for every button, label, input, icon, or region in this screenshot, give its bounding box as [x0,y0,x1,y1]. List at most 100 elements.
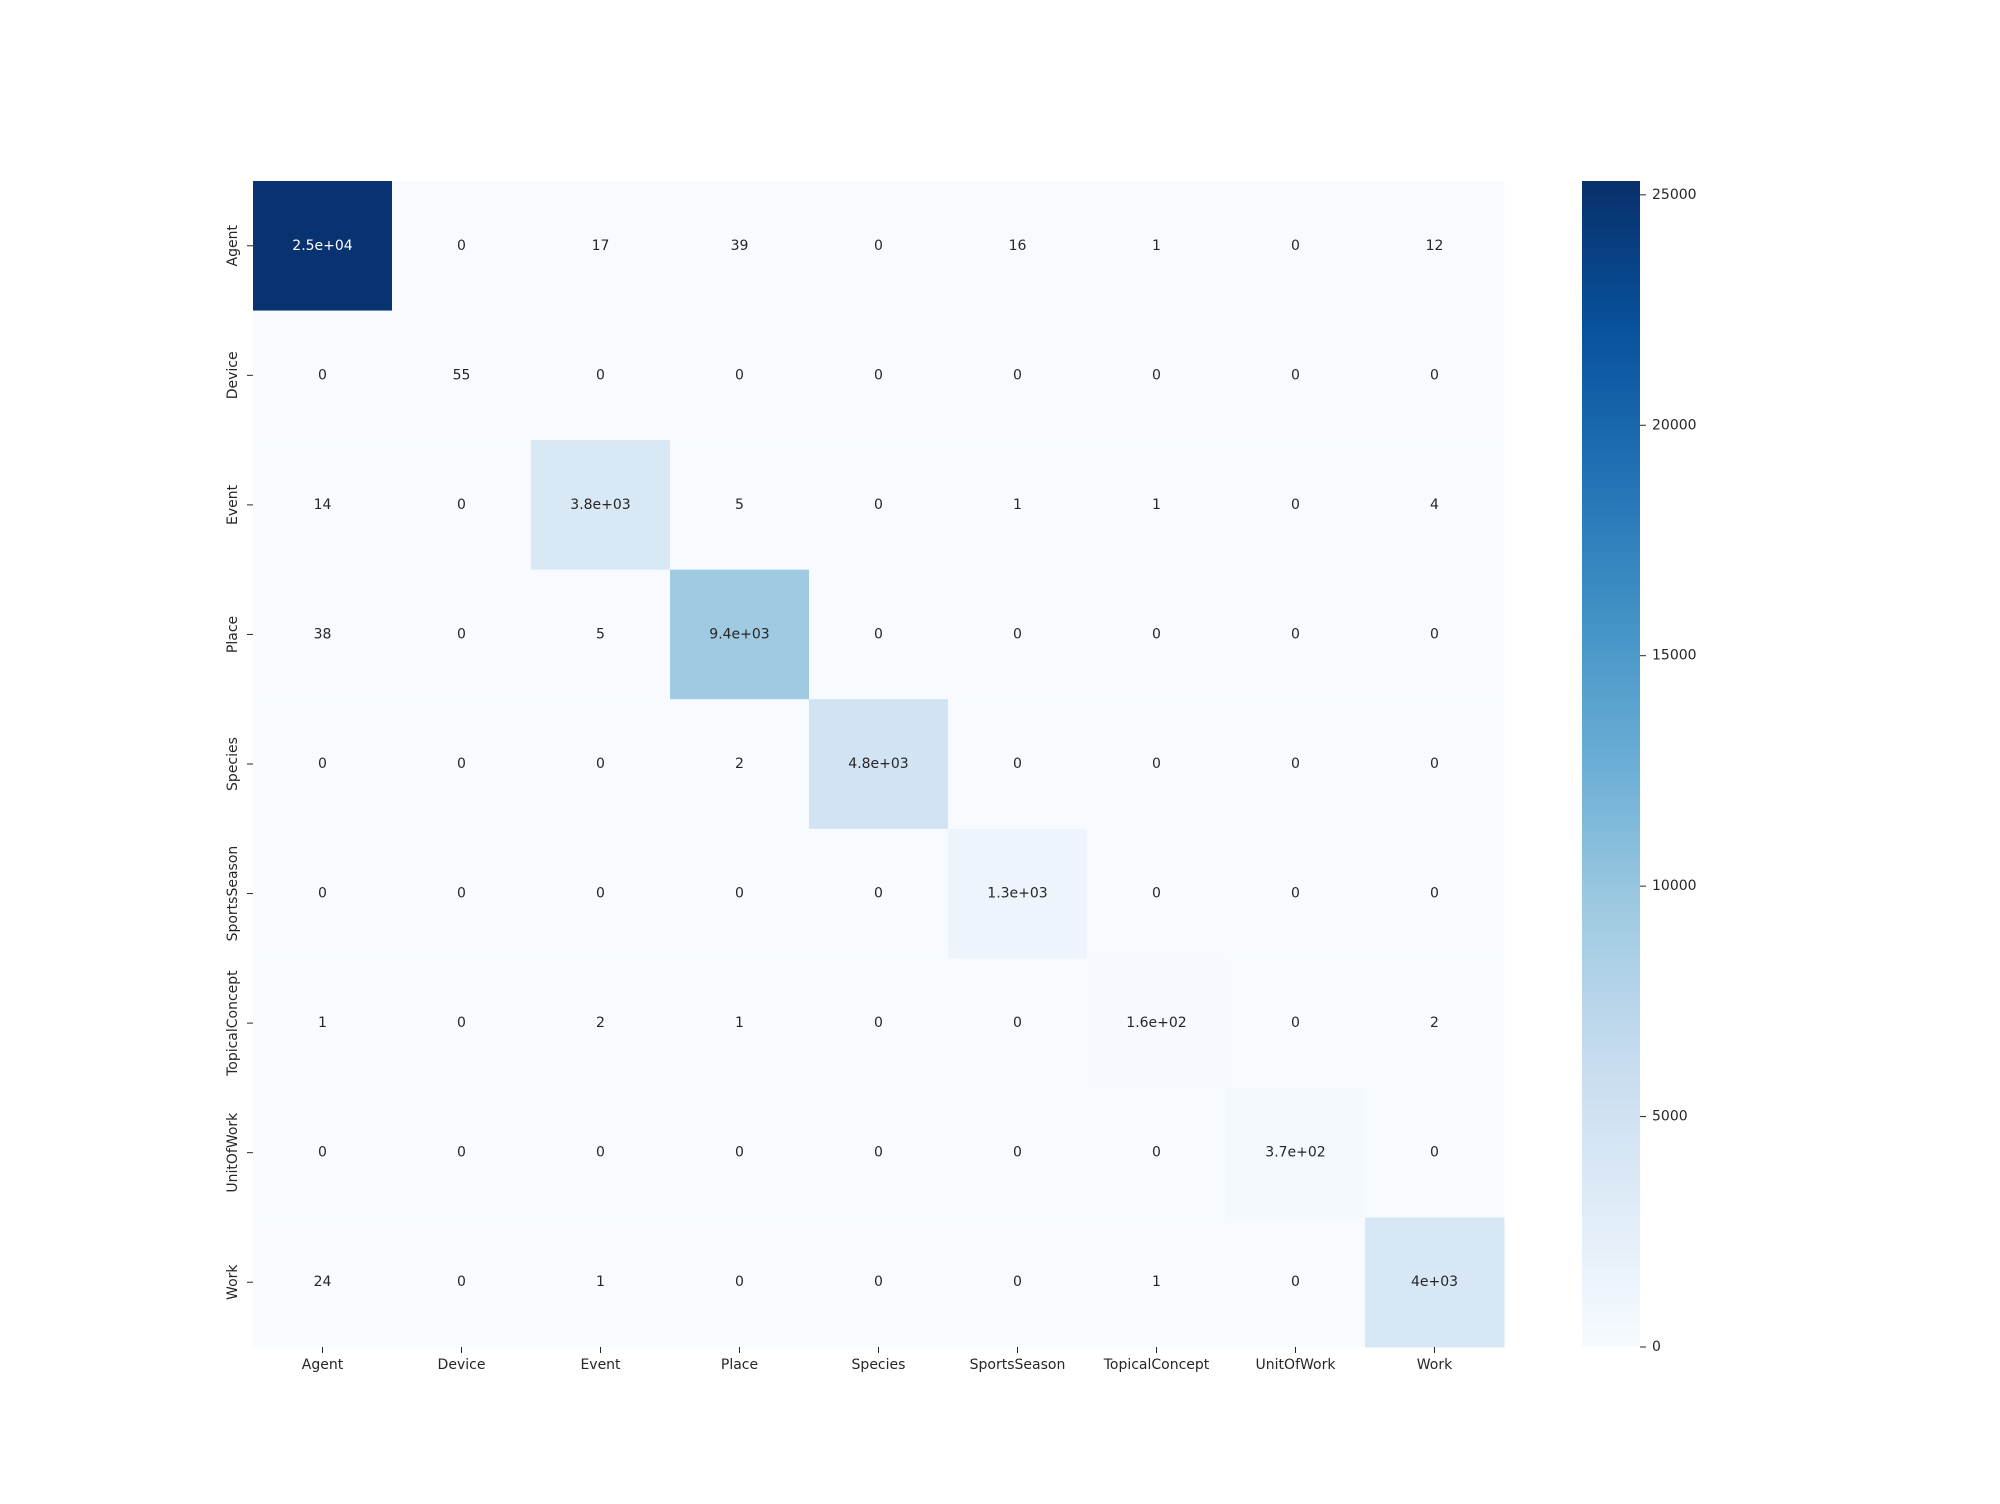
heatmap-cell-TopicalConcept-Agent [253,958,393,1089]
cell-annotation-Work-Device: 0 [457,1274,466,1290]
cell-annotation-Place-Place: 9.4e+03 [709,626,769,642]
heatmap-cell-SportsSeason-Device [392,828,532,959]
x-tick-label-TopicalConcept: TopicalConcept [1103,1357,1210,1373]
heatmap-cell-Work-UnitOfWork [1226,1217,1366,1348]
heatmap-cell-SportsSeason-Agent [253,828,393,959]
heatmap-cell-Agent-TopicalConcept [1087,181,1227,312]
heatmap-cell-Species-Agent [253,699,393,830]
heatmap-cell-TopicalConcept-Work [1365,958,1505,1089]
heatmap-cell-Place-Species [809,569,949,700]
heatmap-cell-Agent-Agent [253,181,393,312]
cell-annotation-Device-Place: 0 [735,367,744,383]
y-tick-label-Agent: Agent [225,225,241,267]
cell-annotation-Work-Agent: 24 [314,1274,332,1290]
heatmap-cell-UnitOfWork-UnitOfWork [1226,1087,1366,1218]
cell-annotation-Species-Agent: 0 [318,756,327,772]
heatmap-cell-UnitOfWork-Work [1365,1087,1505,1218]
cell-annotation-Event-Work: 4 [1430,497,1439,513]
cell-annotation-TopicalConcept-Species: 0 [874,1015,883,1031]
cell-annotation-Species-TopicalConcept: 0 [1152,756,1161,772]
cell-annotation-TopicalConcept-Device: 0 [457,1015,466,1031]
heatmap-cell-TopicalConcept-Event [531,958,671,1089]
heatmap-cell-Species-UnitOfWork [1226,699,1366,830]
cell-annotation-Event-Event: 3.8e+03 [570,497,630,513]
heatmap-cell-Device-Device [392,310,532,441]
heatmap-cell-Work-Work [1365,1217,1505,1348]
cell-annotation-Agent-SportsSeason: 16 [1009,238,1027,254]
cell-annotation-UnitOfWork-Place: 0 [735,1145,744,1161]
cell-annotation-Work-Work: 4e+03 [1411,1274,1458,1290]
cell-annotation-Device-Species: 0 [874,367,883,383]
x-tick-label-Agent: Agent [302,1357,344,1373]
cell-annotation-Device-Work: 0 [1430,367,1439,383]
x-tick-label-SportsSeason: SportsSeason [970,1357,1066,1373]
cell-annotation-SportsSeason-Device: 0 [457,886,466,902]
heatmap-cell-Place-Event [531,569,671,700]
x-tick-label-UnitOfWork: UnitOfWork [1256,1357,1337,1373]
heatmap-cell-Work-Species [809,1217,949,1348]
x-tick-label-Event: Event [580,1357,621,1373]
heatmap-cell-Species-Device [392,699,532,830]
heatmap-cell-SportsSeason-SportsSeason [948,828,1088,959]
heatmap-cell-SportsSeason-TopicalConcept [1087,828,1227,959]
colorbar-tick-label-20000: 20000 [1652,417,1697,433]
cell-annotation-Work-Event: 1 [596,1274,605,1290]
colorbar-tick-label-15000: 15000 [1652,648,1697,664]
heatmap-cell-Species-TopicalConcept [1087,699,1227,830]
cell-annotation-Agent-Agent: 2.5e+04 [292,238,353,254]
heatmap-cell-Place-TopicalConcept [1087,569,1227,700]
heatmap-cell-UnitOfWork-Agent [253,1087,393,1218]
heatmap-cell-Agent-Work [1365,181,1505,312]
x-axis: Agent Device Event Place Species SportsSeason… [302,1347,1453,1373]
heatmap-cell-UnitOfWork-SportsSeason [948,1087,1088,1218]
cell-annotation-Place-UnitOfWork: 0 [1291,626,1300,642]
cell-annotation-Work-SportsSeason: 0 [1013,1274,1022,1290]
cell-annotation-UnitOfWork-SportsSeason: 0 [1013,1145,1022,1161]
cell-annotation-Place-TopicalConcept: 0 [1152,626,1161,642]
cell-annotation-TopicalConcept-Place: 1 [735,1015,744,1031]
heatmap-cell-Device-UnitOfWork [1226,310,1366,441]
cell-annotation-Species-SportsSeason: 0 [1013,756,1022,772]
cell-annotation-Event-Place: 5 [735,497,744,513]
y-tick-label-Device: Device [225,351,241,399]
heatmap-cell-TopicalConcept-SportsSeason [948,958,1088,1089]
cell-annotation-Event-SportsSeason: 1 [1013,497,1022,513]
colorbar-tick-label-25000: 25000 [1652,187,1697,203]
cell-annotation-SportsSeason-UnitOfWork: 0 [1291,886,1300,902]
y-tick-label-Event: Event [225,484,241,525]
heatmap-cell-UnitOfWork-Event [531,1087,671,1218]
cell-annotation-Agent-Work: 12 [1426,238,1444,254]
x-tick-label-Work: Work [1417,1357,1453,1373]
cell-annotation-Event-Agent: 14 [314,497,332,513]
heatmap-cell-Agent-UnitOfWork [1226,181,1366,312]
cell-annotation-Agent-Device: 0 [457,238,466,254]
cell-annotation-SportsSeason-TopicalConcept: 0 [1152,886,1161,902]
heatmap-cell-Place-SportsSeason [948,569,1088,700]
cell-annotation-Device-Device: 55 [453,367,471,383]
y-tick-label-Species: Species [225,737,241,791]
heatmap-cell-Device-SportsSeason [948,310,1088,441]
y-tick-label-Place: Place [225,616,241,653]
cell-annotation-UnitOfWork-Agent: 0 [318,1145,327,1161]
cell-annotation-Agent-Event: 17 [592,238,610,254]
heatmap-cell-Device-Species [809,310,949,441]
cell-annotation-Agent-UnitOfWork: 0 [1291,238,1300,254]
cell-annotation-Species-Work: 0 [1430,756,1439,772]
cell-annotation-SportsSeason-Event: 0 [596,886,605,902]
cell-annotation-SportsSeason-Agent: 0 [318,886,327,902]
heatmap-cell-Device-Event [531,310,671,441]
heatmap-cell-SportsSeason-Species [809,828,949,959]
cell-annotation-UnitOfWork-Work: 0 [1430,1145,1439,1161]
heatmap-cell-Agent-SportsSeason [948,181,1088,312]
cell-annotation-Device-UnitOfWork: 0 [1291,367,1300,383]
cell-annotation-Event-TopicalConcept: 1 [1152,497,1161,513]
cell-annotation-Place-SportsSeason: 0 [1013,626,1022,642]
cell-annotation-SportsSeason-Species: 0 [874,886,883,902]
heatmap-cell-SportsSeason-UnitOfWork [1226,828,1366,959]
heatmap-cell-TopicalConcept-TopicalConcept [1087,958,1227,1089]
cell-annotation-UnitOfWork-Species: 0 [874,1145,883,1161]
heatmap-cell-Device-Work [1365,310,1505,441]
heatmap-cell-Place-Place [670,569,810,700]
cell-annotation-Place-Agent: 38 [314,626,332,642]
